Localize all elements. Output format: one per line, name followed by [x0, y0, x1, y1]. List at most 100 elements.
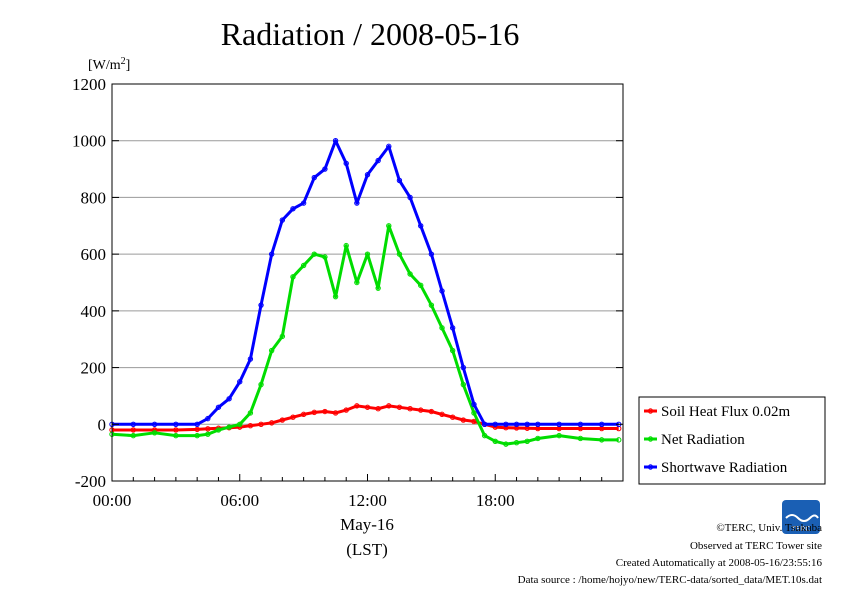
data-point — [577, 435, 584, 442]
data-point — [205, 426, 211, 432]
data-point — [343, 407, 349, 413]
data-point — [460, 381, 467, 388]
footer-source: Data source : /home/hojyo/new/TERC-data/… — [518, 574, 822, 586]
logo-background — [782, 500, 820, 534]
x-axis-date-label: May-16 — [340, 515, 394, 534]
x-axis-title: (LST) — [346, 540, 388, 559]
data-point — [449, 414, 456, 420]
data-point — [151, 421, 158, 427]
data-point — [226, 396, 232, 402]
data-point — [375, 285, 381, 291]
data-point — [471, 410, 477, 416]
data-point — [311, 174, 317, 181]
data-point — [258, 381, 264, 388]
data-point — [332, 410, 339, 416]
axis-ticks: -200 0 200 400 600 800 1000 1200 00:00 06:00 12:00… — [72, 75, 623, 510]
data-point — [492, 438, 498, 444]
data-point — [247, 410, 254, 416]
y-tick-label: 1200 — [72, 75, 106, 94]
x-tick-label: 12:00 — [348, 491, 387, 510]
data-point — [247, 423, 254, 429]
data-point — [268, 347, 275, 354]
data-point — [343, 160, 349, 167]
data-point — [194, 426, 200, 433]
data-point — [322, 408, 328, 415]
data-point — [503, 421, 509, 427]
data-point — [311, 251, 317, 257]
data-point — [460, 364, 467, 371]
data-point — [449, 347, 456, 354]
data-point — [556, 421, 562, 427]
data-point — [513, 421, 520, 427]
data-point — [396, 404, 403, 410]
y-tick-label: 600 — [81, 245, 107, 264]
data-point — [481, 432, 488, 439]
data-point — [130, 427, 136, 433]
y-tick-label: 0 — [98, 415, 107, 434]
x-tick-label: 18:00 — [476, 491, 515, 510]
data-point — [396, 177, 403, 184]
y-tick-label: 800 — [81, 188, 107, 207]
data-point — [215, 404, 222, 410]
data-point — [354, 200, 360, 206]
data-point — [300, 262, 307, 269]
y-tick-label: 200 — [81, 359, 107, 378]
data-point — [364, 251, 371, 257]
data-point — [439, 325, 445, 331]
data-point — [535, 435, 541, 442]
data-point — [535, 421, 541, 427]
data-point — [364, 404, 371, 410]
data-point — [471, 418, 477, 425]
data-point — [375, 405, 381, 412]
data-point — [577, 421, 584, 427]
data-point — [237, 379, 243, 385]
data-point — [268, 251, 275, 257]
data-point — [194, 432, 200, 439]
legend-label: Net Radiation — [661, 432, 745, 448]
data-point — [386, 143, 392, 150]
data-point — [130, 432, 136, 439]
data-point — [616, 437, 622, 443]
data-point — [524, 438, 530, 444]
legend-marker — [647, 464, 654, 470]
y-tick-label: 400 — [81, 302, 107, 321]
logo-wave — [785, 514, 819, 522]
data-point — [439, 288, 445, 294]
series-line — [111, 224, 619, 446]
data-point — [524, 421, 530, 427]
data-point — [407, 194, 413, 201]
y-tick-label: -200 — [75, 472, 106, 491]
data-point — [439, 411, 445, 418]
data-point — [215, 427, 222, 433]
x-tick-label: 00:00 — [93, 491, 132, 510]
data-point — [460, 417, 467, 423]
data-point — [599, 421, 605, 427]
terc-logo: TERC — [782, 500, 820, 534]
data-point — [407, 405, 413, 412]
chart-title: Radiation / 2008-05-16 — [221, 16, 520, 52]
data-point — [194, 421, 200, 427]
legend-marker — [647, 408, 654, 414]
plot-frame — [111, 83, 624, 482]
data-point — [311, 409, 317, 416]
data-point — [290, 206, 296, 212]
data-point — [226, 424, 232, 430]
data-point — [418, 282, 424, 289]
grid-lines — [112, 140, 623, 425]
data-point — [322, 254, 328, 260]
data-point — [599, 437, 605, 443]
data-point — [418, 407, 424, 413]
data-point — [332, 138, 339, 144]
data-point — [300, 411, 307, 418]
footer-created: Created Automatically at 2008-05-16/23:5… — [616, 557, 823, 569]
data-point — [396, 251, 403, 257]
series-line — [112, 404, 619, 432]
data-point — [343, 242, 349, 249]
data-point — [407, 271, 413, 277]
legend-label: Soil Heat Flux 0.02m — [661, 404, 791, 420]
data-point — [279, 417, 286, 423]
data-point — [130, 421, 136, 427]
data-point — [247, 356, 254, 362]
data-point — [290, 414, 296, 420]
data-point — [354, 403, 360, 409]
